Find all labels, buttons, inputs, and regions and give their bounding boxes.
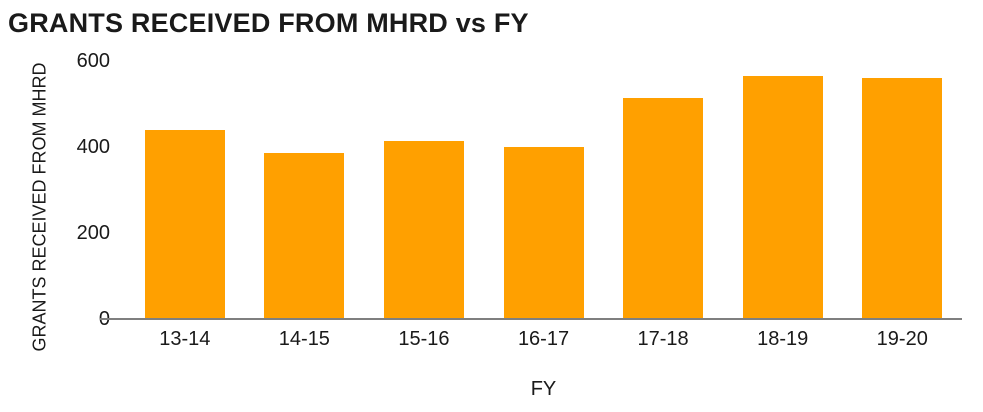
bar-17-18 <box>623 97 704 319</box>
x-tick-label: 19-20 <box>876 328 928 350</box>
x-tick-labels: 13-14 14-15 15-16 16-17 17-18 18-19 19-20 <box>125 328 962 351</box>
bar-slot <box>723 61 843 319</box>
x-tick-label: 18-19 <box>757 328 809 350</box>
bar-slot <box>484 61 604 319</box>
bar-slot <box>364 61 484 319</box>
x-tick-label: 17-18 <box>637 328 689 350</box>
x-tick-label: 14-15 <box>278 328 330 350</box>
bar-19-20 <box>862 78 943 319</box>
bar-15-16 <box>383 140 464 319</box>
y-tick-label: 400 <box>76 136 110 158</box>
bar-16-17 <box>503 147 584 319</box>
x-tick-label: 15-16 <box>398 328 450 350</box>
y-tick-labels: 0200400600 <box>0 51 110 329</box>
bar-18-19 <box>742 76 823 319</box>
bar-slot <box>603 61 723 319</box>
x-tick-label: 16-17 <box>517 328 570 350</box>
bar-slot <box>245 61 365 319</box>
chart-title: GRANTS RECEIVED FROM MHRD vs FY <box>8 8 529 38</box>
bar-slot <box>125 61 245 319</box>
y-tick-label: 600 <box>76 50 110 72</box>
plot-area <box>125 61 962 319</box>
bar-14-15 <box>264 153 345 319</box>
bar-slot <box>842 61 962 319</box>
y-tick-label: 200 <box>76 222 110 244</box>
x-axis-line <box>100 318 962 320</box>
bar-13-14 <box>144 129 225 319</box>
x-tick-label: 13-14 <box>159 328 211 350</box>
x-axis-title: FY <box>530 378 557 400</box>
